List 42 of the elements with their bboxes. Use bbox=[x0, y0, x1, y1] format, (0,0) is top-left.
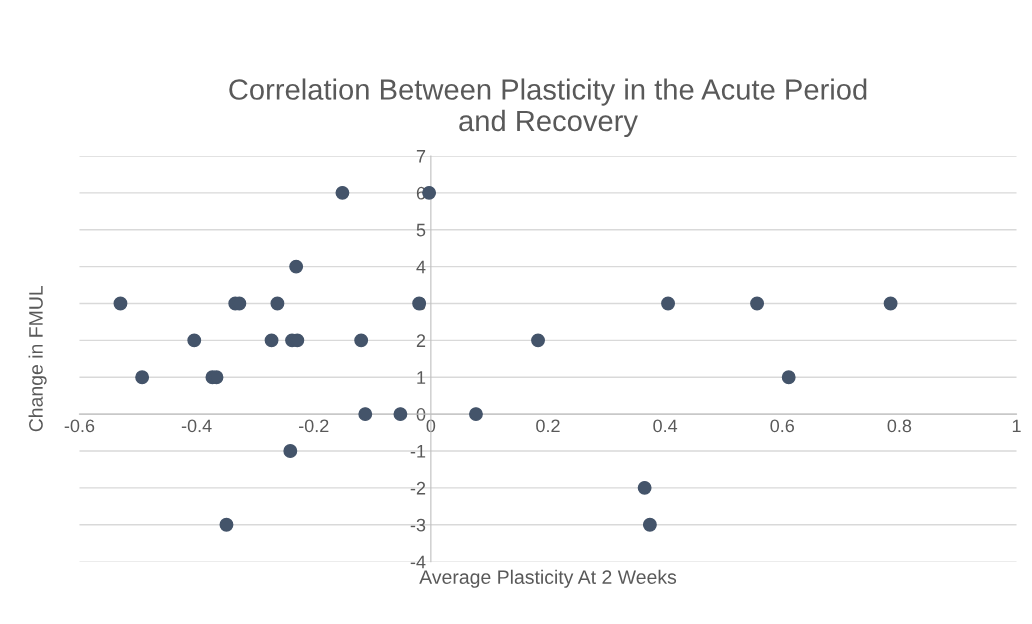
x-tick-label: -0.6 bbox=[64, 419, 95, 433]
y-tick-label: 5 bbox=[416, 223, 426, 237]
x-tick-label: 0.4 bbox=[653, 419, 678, 433]
point bbox=[642, 517, 657, 532]
point bbox=[781, 370, 796, 385]
x-tick-label: 0.2 bbox=[536, 419, 560, 433]
x-tick-label: 0 bbox=[426, 419, 436, 433]
point bbox=[531, 333, 545, 348]
point bbox=[113, 296, 128, 311]
point bbox=[883, 296, 898, 311]
point bbox=[469, 407, 483, 422]
chart-title: Correlation Between Plasticity in the Acute Period and Recovery bbox=[229, 78, 867, 138]
x-tick-label: -0.2 bbox=[298, 419, 329, 433]
y-tick-label: 0 bbox=[416, 408, 426, 421]
point bbox=[637, 480, 652, 495]
point bbox=[187, 333, 202, 348]
point bbox=[335, 185, 350, 200]
x-tick-label: 1 bbox=[1012, 419, 1021, 433]
point bbox=[393, 407, 408, 422]
y-tick-label: 1 bbox=[417, 371, 426, 384]
y-tick-label: -4 bbox=[410, 555, 426, 569]
y-tick-label: -1 bbox=[410, 445, 426, 458]
y-axis-title: Change in FMUL bbox=[28, 285, 47, 432]
point bbox=[135, 370, 150, 385]
x-tick-label: 0.8 bbox=[887, 419, 912, 433]
point bbox=[283, 444, 298, 458]
point bbox=[358, 407, 373, 422]
y-tick-label: -3 bbox=[410, 518, 426, 532]
x-axis-title: Average Plasticity At 2 Weeks bbox=[419, 569, 677, 588]
point bbox=[219, 517, 234, 532]
x-tick-label: -0.4 bbox=[181, 419, 212, 433]
y-tick-label: 2 bbox=[416, 334, 426, 347]
point bbox=[354, 333, 369, 348]
y-tick-label: 4 bbox=[416, 260, 426, 274]
point bbox=[750, 296, 765, 311]
point bbox=[264, 333, 279, 348]
y-tick-label: 7 bbox=[416, 150, 426, 163]
point bbox=[661, 296, 675, 311]
point bbox=[289, 259, 304, 274]
point bbox=[270, 296, 285, 311]
y-tick-label: -2 bbox=[410, 481, 426, 495]
x-tick-label: 0.6 bbox=[770, 419, 795, 433]
